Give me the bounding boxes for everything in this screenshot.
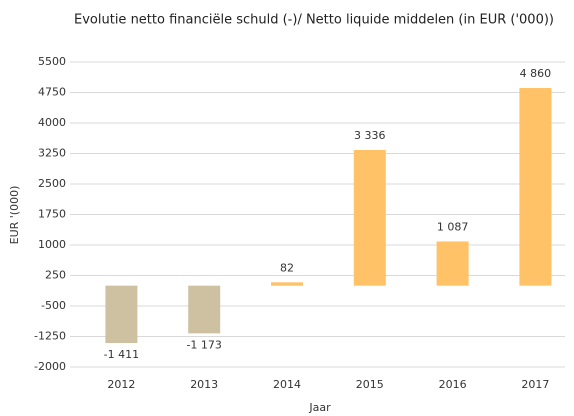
bar	[105, 285, 138, 344]
x-axis-label: Jaar	[308, 401, 331, 414]
chart-title: Evolutie netto financiële schuld (-)/ Ne…	[74, 13, 554, 28]
y-tick-label: 1750	[38, 208, 66, 221]
bar	[353, 150, 386, 286]
y-tick-label: 2500	[38, 177, 66, 190]
y-tick-label: 3250	[38, 147, 66, 160]
bar	[519, 88, 552, 286]
y-tick-label: -1250	[34, 330, 66, 343]
data-label: 4 860	[520, 67, 552, 80]
y-tick-label: 1000	[38, 238, 66, 251]
data-label: -1 411	[104, 348, 139, 361]
x-tick-label: 2017	[521, 378, 549, 391]
x-tick-label: 2013	[190, 378, 218, 391]
x-tick-label: 2016	[439, 378, 467, 391]
bar	[436, 241, 469, 286]
y-tick-label: 4000	[38, 116, 66, 129]
y-tick-label: 5500	[38, 55, 66, 68]
x-tick-label: 2012	[107, 378, 135, 391]
data-label: 3 336	[354, 129, 386, 142]
data-label: 82	[280, 261, 294, 274]
bar	[188, 285, 221, 334]
bar	[271, 282, 303, 286]
y-tick-label: 4750	[38, 86, 66, 99]
data-label: 1 087	[437, 220, 469, 233]
x-tick-label: 2015	[356, 378, 384, 391]
y-tick-label: 250	[45, 269, 66, 282]
data-label: -1 173	[186, 338, 221, 351]
y-tick-label: -2000	[34, 360, 66, 373]
y-axis-label: EUR '(000)	[8, 186, 21, 245]
y-tick-label: -500	[41, 299, 66, 312]
x-tick-label: 2014	[273, 378, 301, 391]
